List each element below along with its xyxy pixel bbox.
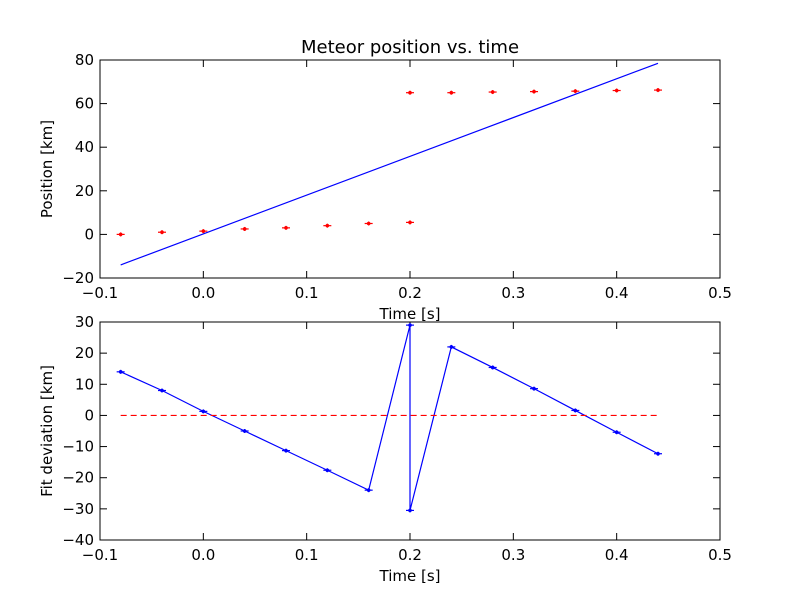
position-series-line — [120, 62, 659, 266]
deviation-x-tick-label: 0.4 — [605, 546, 629, 564]
deviation-x-tick-label: 0.5 — [708, 546, 732, 564]
position-series — [116, 62, 662, 266]
deviation-x-tick-label: 0.2 — [398, 546, 422, 564]
position-data-point — [406, 90, 414, 95]
deviation-x-tick-label: 0.1 — [295, 546, 319, 564]
position-x-tick-label: −0.1 — [82, 284, 118, 302]
position-data-point — [240, 226, 249, 231]
deviation-y-tick-label: −40 — [62, 531, 94, 549]
position-x-tick-label: 0.5 — [708, 284, 732, 302]
deviation-data-point — [282, 448, 290, 453]
deviation-chart: −0.1 0.0 0.1 0.2 0.3 0.4 0.5 −40 −30 −20 −10 0 10 20… — [38, 313, 732, 585]
deviation-data-point — [240, 429, 249, 433]
deviation-x-tick-label: −0.1 — [82, 546, 118, 564]
position-data-point — [199, 229, 208, 234]
deviation-data-point — [199, 409, 208, 414]
position-x-axis-label: Time [s] — [379, 305, 441, 323]
position-x-tick-label: 0.4 — [605, 284, 629, 302]
position-data-point — [612, 88, 621, 93]
deviation-y-tick-label: −20 — [62, 469, 94, 487]
position-data-point — [530, 89, 538, 94]
deviation-x-ticks: −0.1 0.0 0.1 0.2 0.3 0.4 0.5 — [82, 322, 732, 564]
deviation-data-point — [323, 468, 332, 473]
deviation-x-axis-label: Time [s] — [379, 567, 441, 585]
position-data-point — [323, 223, 332, 228]
deviation-x-tick-label: 0.3 — [501, 546, 525, 564]
position-x-ticks: −0.1 0.0 0.1 0.2 0.3 0.4 0.5 — [82, 60, 732, 302]
position-x-tick-label: 0.1 — [295, 284, 319, 302]
deviation-data-point — [406, 323, 414, 328]
position-y-tick-label: −20 — [62, 269, 94, 287]
position-y-tick-label: 80 — [75, 51, 94, 69]
deviation-data-point — [447, 344, 456, 349]
deviation-y-tick-label: −30 — [62, 500, 94, 518]
deviation-y-tick-label: −10 — [62, 438, 94, 456]
position-y-axis-label: Position [km] — [38, 120, 56, 218]
position-data-point — [447, 90, 456, 95]
position-y-tick-label: 20 — [75, 182, 94, 200]
deviation-data-point — [488, 365, 497, 370]
deviation-y-tick-label: 0 — [84, 406, 94, 424]
position-y-ticks: −20 0 20 40 60 80 — [62, 51, 720, 287]
position-data-point — [654, 88, 662, 93]
deviation-y-axis-label: Fit deviation [km] — [38, 365, 56, 497]
deviation-y-tick-label: 20 — [75, 344, 94, 362]
deviation-data-point — [406, 508, 414, 513]
chart-title: Meteor position vs. time — [301, 37, 519, 58]
position-data-point — [116, 232, 125, 237]
position-x-tick-label: 0.0 — [191, 284, 215, 302]
position-data-point — [488, 90, 497, 95]
position-data-point — [158, 230, 166, 235]
deviation-data-point — [612, 430, 621, 435]
deviation-y-tick-label: 30 — [75, 313, 94, 331]
position-data-point — [406, 220, 414, 225]
deviation-y-ticks: −40 −30 −20 −10 0 10 20 30 — [62, 313, 720, 549]
deviation-x-tick-label: 0.0 — [191, 546, 215, 564]
position-y-tick-label: 40 — [75, 138, 94, 156]
deviation-data-point — [158, 388, 166, 393]
deviation-data-point — [530, 386, 538, 391]
position-y-tick-label: 0 — [84, 225, 94, 243]
position-data-point — [282, 225, 290, 230]
deviation-y-tick-label: 10 — [75, 375, 94, 393]
position-chart: Meteor position vs. time −0.1 0.0 0.1 0.2 0.… — [38, 37, 732, 323]
deviation-data-point — [654, 451, 662, 456]
position-x-tick-label: 0.2 — [398, 284, 422, 302]
position-data-point — [364, 221, 373, 226]
deviation-data-point — [571, 408, 580, 413]
deviation-series — [116, 323, 662, 513]
position-data-point — [571, 89, 580, 94]
deviation-data-point — [116, 369, 125, 374]
position-x-tick-label: 0.3 — [501, 284, 525, 302]
position-y-tick-label: 60 — [75, 95, 94, 113]
deviation-data-point — [364, 488, 373, 493]
